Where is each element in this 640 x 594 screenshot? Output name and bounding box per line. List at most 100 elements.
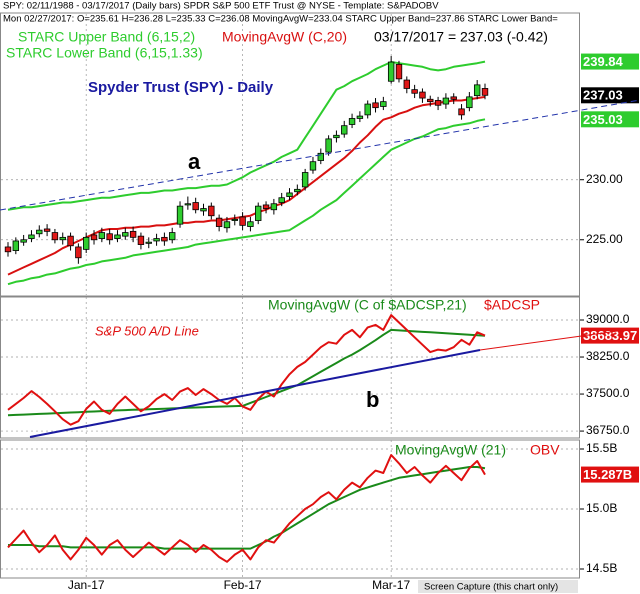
candle-body [176, 205, 184, 225]
panel-frame [0, 296, 580, 439]
candle-body [90, 234, 98, 241]
annotation: b [366, 387, 379, 412]
candle-body [106, 233, 113, 241]
candle-body [387, 61, 395, 82]
value-badge-label: 237.03 [583, 88, 623, 103]
candle-body [294, 188, 301, 193]
plots: 225.00 230.00 239.84 235.03 237.03 39000.0 382… [1, 14, 639, 592]
candle-body [98, 232, 106, 239]
candle-body [364, 103, 371, 116]
candle-body [153, 238, 160, 242]
candle-body [301, 172, 309, 188]
candle-body [43, 228, 51, 232]
legend-entry: OBV [530, 442, 560, 458]
candle-body [200, 208, 207, 212]
candle-body [114, 234, 121, 239]
candle-body [434, 100, 442, 106]
candle-body [20, 239, 27, 243]
series-line [7, 60, 486, 211]
legend-entry: STARC Upper Band (6,15,2) [18, 29, 195, 45]
candle-body [255, 205, 262, 221]
panel-frame [0, 439, 580, 579]
candle-body [192, 202, 199, 211]
series-line [7, 314, 486, 426]
candle-body [333, 134, 340, 139]
series-line [8, 466, 486, 550]
annotation: S&P 500 A/D Line [95, 323, 199, 338]
chart-title: Spyder Trust (SPY) - Daily [88, 79, 274, 96]
candle-body [4, 246, 12, 253]
last-quote: 03/17/2017 = 237.03 (-0.42) [374, 29, 548, 45]
candle-body [36, 229, 43, 235]
candle-body [473, 84, 481, 97]
candle-body [481, 88, 489, 96]
y-tick-label: 14.5B [586, 561, 617, 575]
trend-line [479, 329, 626, 351]
candle-body [145, 241, 152, 244]
candle-body [161, 236, 168, 242]
panel-frame [0, 12, 580, 297]
candle-body [28, 234, 35, 239]
y-tick-label: 230.00 [586, 172, 623, 186]
candle-body [59, 236, 66, 241]
series-line [7, 118, 486, 286]
candle-body [427, 98, 434, 103]
header-line: SPY: 02/11/1988 - 03/17/2017 (Daily bars… [3, 1, 439, 12]
candle-body [309, 161, 317, 171]
candle-body [82, 236, 90, 250]
candle-body [372, 102, 379, 109]
candle-body [380, 101, 387, 107]
annotation: a [188, 149, 201, 174]
candle-body [67, 235, 74, 247]
candle-body [341, 125, 348, 135]
candle-body [450, 96, 457, 100]
candle-body [356, 115, 364, 119]
y-tick-label: 37500.0 [586, 386, 630, 400]
candle-body [51, 232, 59, 241]
candle-body [262, 204, 270, 209]
y-tick-label: 225.00 [586, 232, 623, 246]
candle-body [12, 240, 20, 251]
legend-entry: MovingAvgW (C of $ADCSP,21) [268, 297, 467, 313]
candle-body [466, 96, 473, 109]
header-line: Mon 02/27/2017: O=235.61 H=236.28 L=235.… [3, 14, 558, 25]
value-badge [581, 87, 639, 104]
candle-body [169, 232, 176, 241]
y-tick-label: 38250.0 [586, 349, 630, 363]
value-badge [581, 327, 639, 344]
trend-line [0, 99, 640, 211]
candle-body [348, 118, 356, 125]
x-tick-label: Jan-17 [68, 578, 105, 592]
value-badge-label: 239.84 [583, 54, 624, 69]
legend-entry: $ADCSP [484, 297, 540, 313]
y-tick-label: 15.5B [586, 441, 617, 455]
candle-body [403, 79, 411, 89]
candle-body [395, 64, 403, 80]
series-line [7, 328, 486, 417]
candle-body [239, 216, 246, 226]
trend-line [29, 349, 481, 438]
candle-body [231, 218, 238, 221]
value-badge [581, 53, 639, 70]
candle-body [286, 192, 293, 197]
value-badge [581, 111, 639, 128]
candle-body [442, 97, 450, 105]
y-tick-label: 39000.0 [586, 312, 630, 326]
candle-body [223, 221, 231, 229]
series-line [7, 454, 486, 563]
x-tick-label: Mar-17 [372, 578, 410, 592]
candle-body [215, 217, 223, 227]
candle-body [75, 246, 82, 259]
footer-box [418, 580, 578, 593]
y-tick-label: 36750.0 [586, 423, 630, 437]
legend-entry: STARC Lower Band (6,15,1.33) [6, 45, 203, 61]
candle-body [419, 91, 426, 99]
value-badge [581, 466, 639, 483]
series-line [7, 95, 486, 276]
candle-body [325, 138, 332, 153]
candle-body [129, 230, 137, 238]
footer: Screen Capture (this chart only) [424, 582, 558, 593]
candle-body [137, 235, 145, 245]
legend-entry: MovingAvgW (21) [395, 442, 506, 458]
